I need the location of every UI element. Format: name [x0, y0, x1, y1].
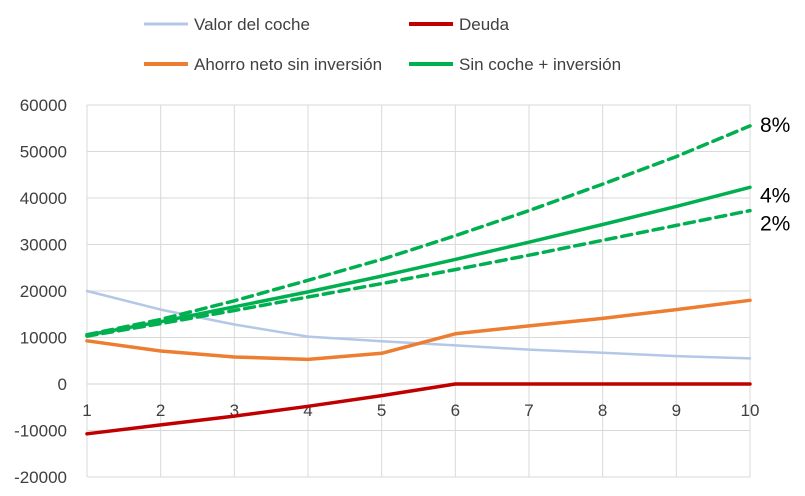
x-tick-label: 3	[230, 401, 239, 420]
y-tick-label: 40000	[20, 189, 67, 208]
legend-label-valor-del-coche: Valor del coche	[194, 15, 310, 34]
x-axis: 1 2 3 4 5 6 7 8 9 10	[82, 383, 760, 420]
x-tick-label: 6	[451, 401, 460, 420]
x-tick-label: 10	[741, 401, 760, 420]
legend-label-ahorro-neto-sin-inversion: Ahorro neto sin inversión	[194, 55, 382, 74]
y-tick-label: 30000	[20, 236, 67, 255]
y-tick-label: 50000	[20, 143, 67, 162]
series-lines	[85, 124, 752, 436]
x-tick-label: 8	[598, 401, 607, 420]
annotations: 8% 4% 2%	[760, 114, 790, 236]
annotation-label: 2%	[760, 213, 790, 236]
x-tick-label: 7	[524, 401, 533, 420]
series-ahorro-neto-sin-inversion	[85, 298, 752, 362]
series-valor-del-coche	[85, 289, 752, 360]
y-tick-label: 10000	[20, 329, 67, 348]
series-dashed-4	[85, 124, 752, 337]
y-tick-label: 0	[58, 375, 67, 394]
x-tick-label: 2	[156, 401, 165, 420]
x-tick-label: 5	[377, 401, 386, 420]
legend-label-sin-coche-inversion: Sin coche + inversión	[459, 55, 621, 74]
y-tick-label: 20000	[20, 282, 67, 301]
y-tick-label: -20000	[14, 468, 67, 487]
series-sin-coche-inversion	[85, 185, 752, 337]
x-tick-label: 1	[82, 401, 91, 420]
annotation-label: 8%	[760, 114, 790, 137]
y-tick-label: 60000	[20, 96, 67, 115]
series-deuda	[85, 382, 752, 436]
x-tick-label: 9	[672, 401, 681, 420]
x-tick-label: 4	[303, 401, 312, 420]
legend: Valor del coche Deuda Ahorro neto sin inve…	[144, 15, 621, 74]
legend-label-deuda: Deuda	[459, 15, 510, 34]
series-dashed-5	[85, 208, 752, 338]
y-tick-label: -10000	[14, 422, 67, 441]
y-axis-ticks: -20000 -10000 0 10000 20000 30000 40000 50000 60…	[14, 96, 67, 487]
annotation-label: 4%	[760, 184, 790, 207]
